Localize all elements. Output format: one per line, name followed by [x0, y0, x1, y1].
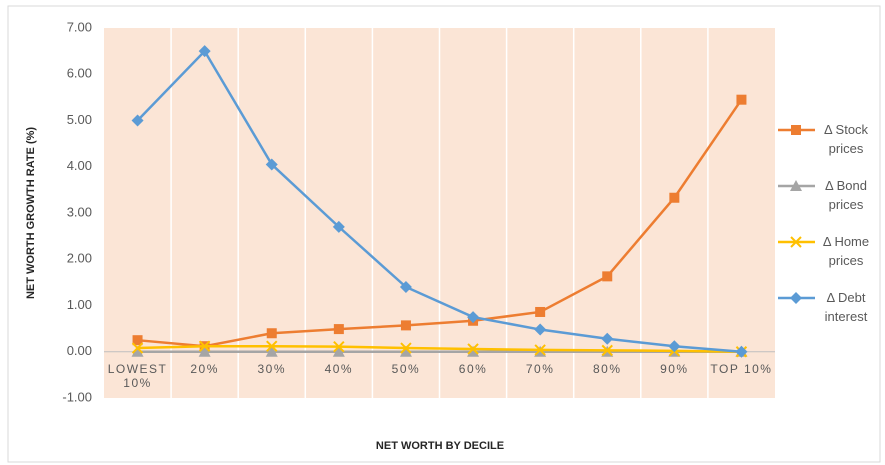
- legend-marker: [790, 180, 802, 191]
- data-point: [266, 340, 278, 352]
- legend-marker: [791, 125, 801, 135]
- data-point: [535, 306, 546, 317]
- data-point: [265, 345, 278, 357]
- y-tick-label: 0.00: [67, 343, 92, 358]
- data-point: [467, 343, 479, 355]
- chart-border: [7, 5, 881, 463]
- data-point: [198, 345, 211, 357]
- data-point: [534, 344, 546, 356]
- series-line: [137, 98, 743, 348]
- data-point: [265, 158, 278, 171]
- x-tick-label: 90%: [660, 361, 689, 376]
- series-line: [137, 344, 742, 353]
- legend-marker: [790, 292, 802, 304]
- data-point: [332, 345, 345, 357]
- x-tick-label: 30%: [257, 361, 287, 376]
- data-point: [198, 45, 211, 58]
- data-point: [399, 281, 412, 293]
- data-point: [198, 340, 211, 352]
- x-tick-label: 40%: [324, 361, 354, 376]
- data-point: [131, 345, 144, 357]
- data-point: [132, 335, 143, 346]
- data-point: [601, 344, 613, 357]
- y-axis-title: NET WORTH GROWTH RATE (%): [25, 127, 37, 299]
- x-tick-label: 60%: [458, 361, 488, 376]
- data-point: [400, 320, 411, 331]
- data-point: [467, 311, 480, 324]
- data-point: [534, 323, 547, 336]
- y-tick-label: 3.00: [67, 204, 92, 219]
- y-tick-label: 4.00: [67, 158, 92, 173]
- data-point: [669, 192, 680, 203]
- data-point: [601, 332, 614, 345]
- legend-label: Δ Stock prices: [823, 122, 869, 156]
- x-tick-label: TOP 10%: [710, 361, 773, 376]
- data-point: [266, 328, 277, 339]
- data-point: [332, 220, 345, 233]
- y-tick-label: 6.00: [67, 66, 92, 81]
- legend-label: Δ Home prices: [822, 234, 870, 268]
- data-point: [131, 342, 144, 354]
- y-tick-label: 1.00: [67, 297, 92, 312]
- y-tick-label: 2.00: [67, 251, 92, 266]
- x-tick-label: 80%: [592, 361, 622, 376]
- legend-label: Δ Debt interest: [824, 290, 868, 324]
- data-point: [668, 340, 681, 353]
- data-point: [736, 94, 747, 105]
- legend-marker: [790, 236, 802, 248]
- data-point: [131, 114, 144, 127]
- data-point: [333, 340, 345, 353]
- data-point: [333, 324, 344, 335]
- x-tick-label: 70%: [525, 361, 555, 376]
- y-tick-label: 5.00: [67, 112, 92, 127]
- x-axis-title: NET WORTH BY DECILE: [376, 440, 504, 452]
- data-point: [602, 271, 613, 282]
- data-point: [399, 345, 412, 357]
- data-point: [400, 342, 412, 354]
- x-tick-label: LOWEST 10%: [107, 361, 168, 390]
- data-point: [735, 345, 748, 358]
- x-tick-label: 20%: [190, 361, 219, 376]
- x-tick-label: 50%: [391, 361, 421, 376]
- legend-label: Δ Bond prices: [825, 178, 867, 212]
- data-point: [467, 345, 480, 357]
- y-tick-label: 7.00: [67, 19, 92, 34]
- series-line: [136, 49, 742, 353]
- y-tick-label: -1.00: [62, 389, 92, 404]
